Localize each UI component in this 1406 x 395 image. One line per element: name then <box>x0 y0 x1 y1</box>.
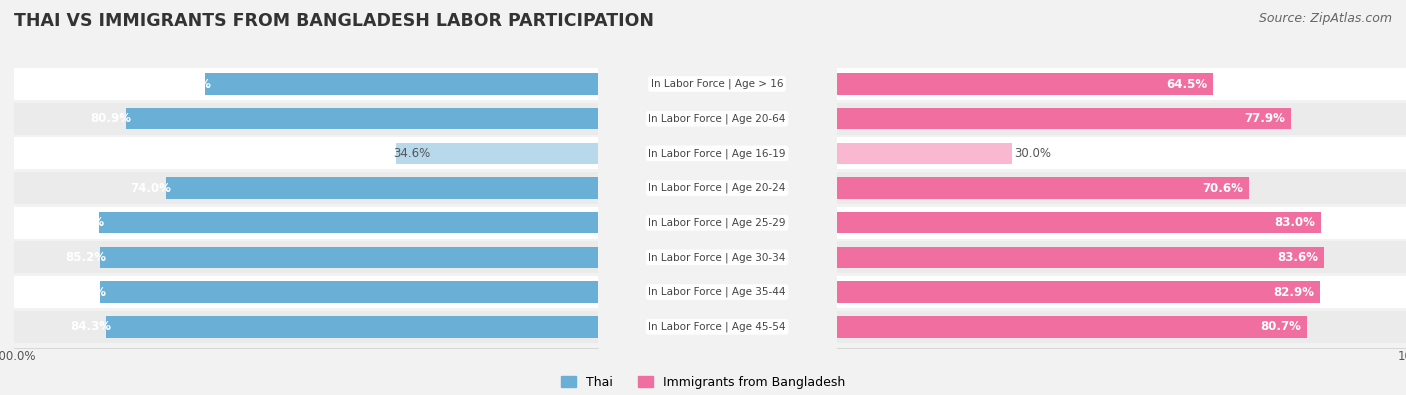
Bar <box>14 276 627 308</box>
Bar <box>125 108 598 130</box>
Bar <box>105 316 598 338</box>
Text: 30.0%: 30.0% <box>1015 147 1052 160</box>
Text: 80.7%: 80.7% <box>1261 320 1302 333</box>
Text: 85.2%: 85.2% <box>65 286 107 299</box>
Bar <box>837 281 1320 303</box>
Bar <box>837 73 1213 95</box>
Text: 82.9%: 82.9% <box>1274 286 1315 299</box>
Text: In Labor Force | Age 20-24: In Labor Force | Age 20-24 <box>648 183 786 193</box>
Text: In Labor Force | Age 20-64: In Labor Force | Age 20-64 <box>648 113 786 124</box>
Text: 85.2%: 85.2% <box>65 251 107 264</box>
Bar <box>166 177 598 199</box>
Bar <box>807 103 1406 135</box>
Bar <box>807 241 1406 273</box>
Text: In Labor Force | Age 30-34: In Labor Force | Age 30-34 <box>648 252 786 263</box>
Bar <box>807 137 1406 169</box>
Text: 83.0%: 83.0% <box>1274 216 1315 229</box>
Bar <box>837 143 1012 164</box>
Bar <box>14 241 627 273</box>
Bar <box>14 68 627 100</box>
Text: THAI VS IMMIGRANTS FROM BANGLADESH LABOR PARTICIPATION: THAI VS IMMIGRANTS FROM BANGLADESH LABOR… <box>14 12 654 30</box>
Text: Source: ZipAtlas.com: Source: ZipAtlas.com <box>1258 12 1392 25</box>
Bar <box>14 311 627 343</box>
Bar <box>100 246 598 268</box>
Bar <box>807 172 1406 204</box>
Bar <box>98 212 598 233</box>
Text: 84.3%: 84.3% <box>70 320 111 333</box>
Bar <box>837 316 1308 338</box>
Bar <box>837 108 1291 130</box>
Text: 85.5%: 85.5% <box>63 216 104 229</box>
Text: 64.5%: 64.5% <box>1166 77 1208 90</box>
Text: 34.6%: 34.6% <box>392 147 430 160</box>
Text: 70.6%: 70.6% <box>1202 182 1243 195</box>
Bar <box>395 143 598 164</box>
Text: 74.0%: 74.0% <box>131 182 172 195</box>
Bar <box>837 212 1320 233</box>
Bar <box>807 207 1406 239</box>
Bar <box>205 73 598 95</box>
Bar <box>100 281 598 303</box>
Bar <box>14 207 627 239</box>
Text: In Labor Force | Age 35-44: In Labor Force | Age 35-44 <box>648 287 786 297</box>
Bar <box>837 246 1324 268</box>
Bar <box>14 172 627 204</box>
Text: 80.9%: 80.9% <box>90 112 131 125</box>
Text: 77.9%: 77.9% <box>1244 112 1285 125</box>
Text: 67.2%: 67.2% <box>170 77 211 90</box>
Text: 83.6%: 83.6% <box>1278 251 1319 264</box>
Bar <box>14 137 627 169</box>
Text: In Labor Force | Age 16-19: In Labor Force | Age 16-19 <box>648 148 786 159</box>
Text: In Labor Force | Age 45-54: In Labor Force | Age 45-54 <box>648 322 786 332</box>
Bar <box>837 177 1249 199</box>
Bar <box>807 311 1406 343</box>
Text: In Labor Force | Age > 16: In Labor Force | Age > 16 <box>651 79 783 89</box>
Bar <box>807 68 1406 100</box>
Bar <box>14 103 627 135</box>
Text: In Labor Force | Age 25-29: In Labor Force | Age 25-29 <box>648 218 786 228</box>
Bar <box>807 276 1406 308</box>
Legend: Thai, Immigrants from Bangladesh: Thai, Immigrants from Bangladesh <box>561 376 845 389</box>
